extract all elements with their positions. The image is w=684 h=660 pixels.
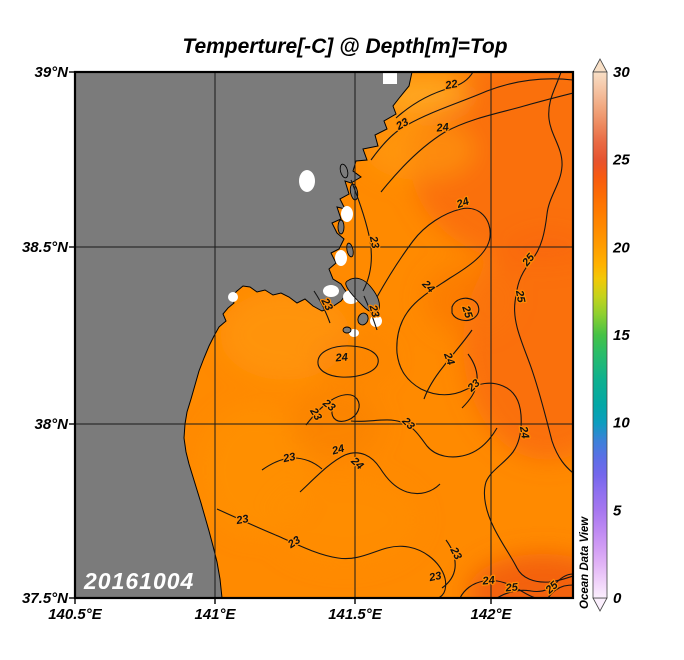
- colorbar-tick-label: 5: [613, 502, 622, 519]
- x-axis: 140.5°E 141°E 141.5°E 142°E: [48, 599, 513, 623]
- colorbar: 30 25 20 15 10 5 0: [592, 58, 630, 612]
- colorbar-tick-label: 30: [613, 64, 630, 81]
- colorbar-gradient-bar: [592, 71, 608, 599]
- contour-label: 24: [330, 443, 346, 458]
- contour-label: 25: [459, 303, 475, 320]
- x-tick-label: 140.5°E: [48, 606, 103, 623]
- contour-label: 23: [367, 234, 381, 249]
- contour-label: 23: [366, 303, 381, 319]
- contour-label: 24: [334, 352, 348, 365]
- y-tick-label: 38°N: [34, 416, 69, 433]
- y-tick-label: 38.5°N: [22, 239, 69, 256]
- land-mass: [75, 72, 413, 598]
- contour-label: 22: [443, 78, 458, 92]
- y-axis: 39°N 38.5°N 38°N 37.5°N: [22, 64, 74, 607]
- contour-label: 24: [517, 424, 531, 439]
- graticule-grid: [75, 72, 573, 598]
- colorbar-tick-label: 0: [613, 590, 622, 607]
- x-tick-label: 141°E: [194, 606, 236, 623]
- y-tick-label: 37.5°N: [22, 590, 69, 607]
- y-tick-label: 39°N: [34, 64, 69, 81]
- colorbar-bottom-arrow: [592, 597, 608, 612]
- colorbar-tick-label: 15: [613, 327, 630, 344]
- colorbar-tick-label: 10: [613, 415, 630, 432]
- contour-label: 24: [454, 195, 471, 211]
- contour-label: 24: [481, 574, 495, 587]
- page-title: Temperture[-C] @ Depth[m]=Top: [182, 35, 507, 58]
- contour-label: 23: [281, 451, 296, 465]
- x-tick-label: 142°E: [470, 606, 512, 623]
- colorbar-tick-labels: 30 25 20 15 10 5 0: [612, 64, 630, 607]
- temperature-contours: [216, 72, 573, 598]
- map-frame: [73, 70, 575, 600]
- contour-label: 23: [427, 570, 442, 584]
- colorbar-top-arrow: [592, 58, 608, 73]
- x-tick-label: 141.5°E: [328, 606, 383, 623]
- islands: [337, 163, 380, 334]
- colorbar-tick-label: 25: [612, 152, 630, 169]
- odv-watermark: Ocean Data View: [579, 516, 591, 609]
- contour-label: 25: [504, 581, 519, 594]
- contour-label: 24: [435, 121, 449, 134]
- contour-label: 25: [513, 288, 527, 304]
- contour-label: 23: [234, 513, 249, 527]
- contour-label: 24: [441, 350, 457, 367]
- colorbar-tick-label: 20: [612, 239, 630, 256]
- date-stamp: 20161004: [83, 568, 194, 594]
